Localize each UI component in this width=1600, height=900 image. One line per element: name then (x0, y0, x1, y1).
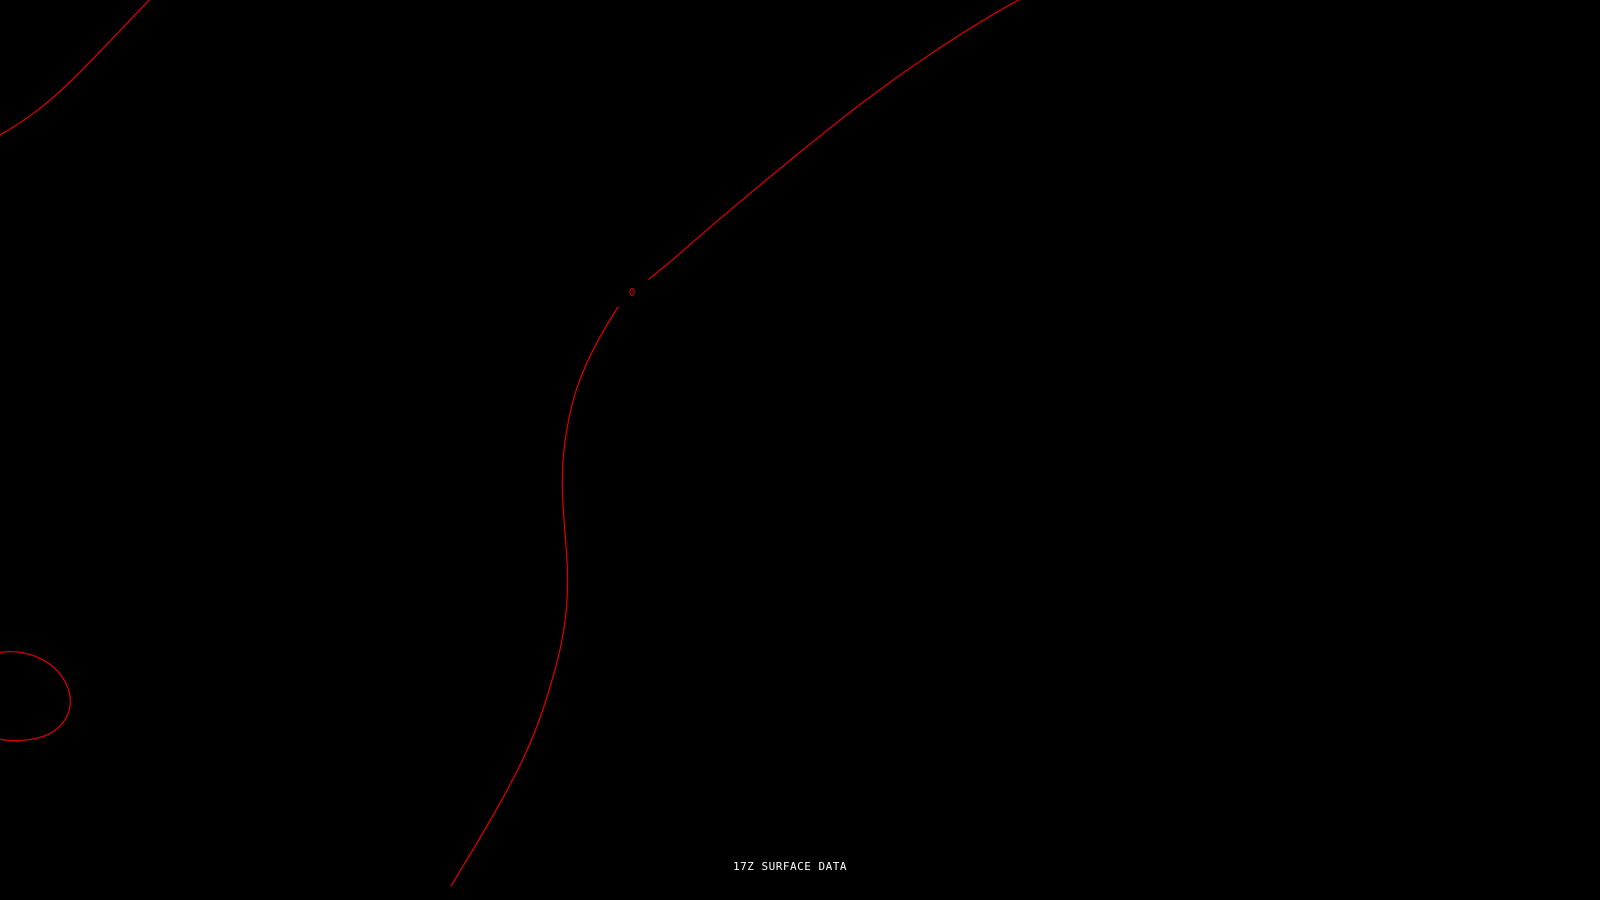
contour-line-west-loop (0, 651, 71, 742)
contour-line-zero-lower (450, 306, 619, 887)
contour-value-label: 0 (629, 286, 636, 299)
contour-line-zero-upper (648, 0, 1020, 280)
contour-line-northwest (0, 0, 151, 136)
map-title: 17Z SURFACE DATA (733, 860, 847, 873)
